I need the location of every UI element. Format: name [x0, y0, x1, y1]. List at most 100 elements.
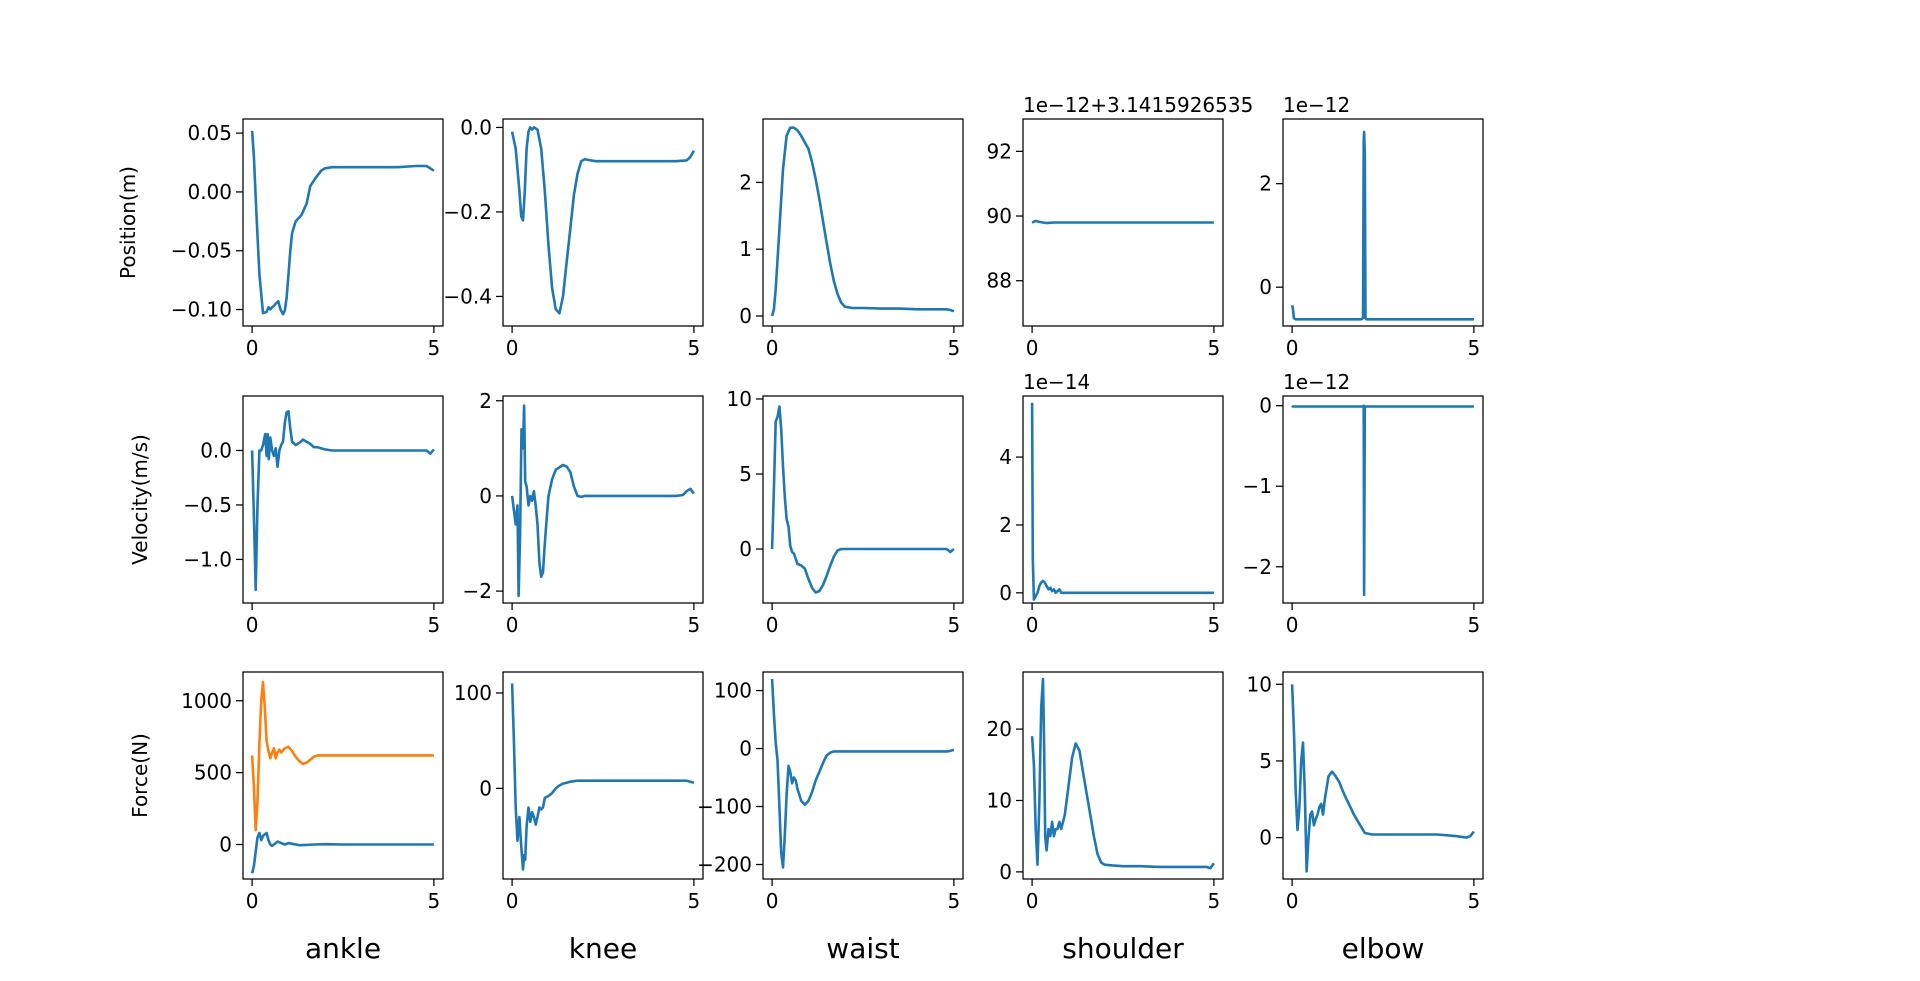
column-label-elbow: elbow	[1342, 932, 1425, 965]
panel-position-shoulder-ytick-label: 92	[987, 139, 1012, 163]
panel-force-waist-ytick-label: 0	[739, 737, 752, 761]
panel-position-waist-ytick-label: 2	[739, 170, 752, 194]
panel-force-shoulder-ytick-label: 10	[987, 788, 1012, 812]
panel-force-elbow-ytick-label: 0	[1259, 826, 1272, 850]
panel-force-shoulder-ytick-label: 20	[987, 717, 1012, 741]
panel-force-waist-xtick-label: 5	[948, 889, 961, 913]
panel-force-shoulder-frame	[1022, 671, 1224, 880]
panel-velocity-knee-ytick-label: −2	[463, 579, 492, 603]
panel-velocity-waist-ytick-label: 5	[739, 462, 752, 486]
panel-force-elbow-ytick-label: 5	[1259, 749, 1272, 773]
row-label-force: Force(N)	[128, 733, 152, 818]
panel-velocity-ankle-ytick-label: 0.0	[200, 438, 232, 462]
panel-force-knee-ytick-label: 100	[454, 681, 492, 705]
row-label-position: Position(m)	[116, 166, 140, 279]
panel-position-waist-xtick-label: 5	[948, 336, 961, 360]
panel-position-knee-series-line-1	[510, 126, 696, 315]
panel-force-knee-xtick-label: 0	[506, 889, 519, 913]
panel-velocity-elbow-series-line-1	[1291, 404, 1474, 597]
panel-velocity-shoulder-offset-text: 1e−14	[1023, 370, 1090, 394]
panel-force-knee-frame	[502, 671, 704, 880]
panel-velocity-knee-ytick-label: 0	[479, 484, 492, 508]
panel-position-ankle-ytick-label: 0.05	[187, 121, 232, 145]
panel-position-knee-xtick-label: 0	[506, 336, 519, 360]
panel-force-ankle-ytick-label: 1000	[181, 689, 232, 713]
panel-position-knee-ytick-label: −0.4	[443, 284, 492, 308]
column-labels: ankle knee waist shoulder elbow	[305, 932, 1424, 965]
panel-force-shoulder-xtick-label: 5	[1208, 889, 1221, 913]
panel-position-shoulder-ytick-label: 90	[987, 204, 1012, 228]
panel-position-ankle: 0.05 0.00 −0.05 −0.10 0 5	[171, 118, 444, 360]
panel-velocity-knee-ytick-label: 2	[479, 389, 492, 413]
panel-velocity-waist-series-line-1	[770, 405, 955, 594]
panel-position-ankle-ytick-label: −0.05	[171, 239, 232, 263]
panel-position-ankle-xtick-label: 0	[246, 336, 259, 360]
panel-velocity-ankle-xtick-label: 5	[428, 613, 441, 637]
panel-force-waist-ytick-label: −100	[697, 795, 752, 819]
panel-force-knee: 100 0 0 5	[454, 671, 704, 913]
panel-force-waist-xtick-label: 0	[766, 889, 779, 913]
panel-velocity-waist-xtick-label: 5	[948, 613, 961, 637]
panel-velocity-shoulder-frame	[1022, 395, 1224, 604]
panel-position-elbow-series-line-1	[1290, 130, 1474, 321]
panel-force-waist: 100 0 −100 −200 0 5	[697, 671, 964, 913]
panel-position-shoulder-series-line-1	[1031, 219, 1214, 225]
panel-velocity-shoulder-xtick-label: 0	[1026, 613, 1039, 637]
panel-force-ankle: 1000 500 0 0 5	[181, 671, 444, 913]
panel-velocity-knee-xtick-label: 5	[688, 613, 701, 637]
panel-position-knee-frame	[502, 118, 704, 327]
panel-force-shoulder-ytick-label: 0	[999, 860, 1012, 884]
panel-position-shoulder-offset-text: 1e−12+3.1415926535	[1023, 93, 1253, 117]
panel-velocity-knee-frame	[502, 395, 704, 604]
panel-position-ankle-series-line-1	[250, 130, 435, 316]
panel-force-ankle-ytick-label: 500	[194, 761, 232, 785]
panel-position-shoulder-xtick-label: 0	[1026, 336, 1039, 360]
panel-velocity-shoulder-ytick-label: 2	[999, 513, 1012, 537]
panel-velocity-waist-ytick-label: 10	[727, 387, 752, 411]
panel-position-ankle-ytick-label: 0.00	[187, 180, 232, 204]
panel-position-knee-xtick-label: 5	[688, 336, 701, 360]
panel-position-shoulder-ytick-label: 88	[987, 269, 1012, 293]
panel-position-elbow-ytick-label: 2	[1259, 172, 1272, 196]
panel-force-elbow-xtick-label: 0	[1286, 889, 1299, 913]
panel-position-shoulder-frame	[1022, 118, 1224, 327]
panel-velocity-ankle-series-line-1	[250, 409, 435, 592]
panel-force-ankle-series-line-2	[250, 680, 434, 832]
panel-velocity-elbow-offset-text: 1e−12	[1283, 370, 1350, 394]
panel-force-elbow-xtick-label: 5	[1468, 889, 1481, 913]
column-label-shoulder: shoulder	[1062, 932, 1184, 965]
panel-velocity-waist-xtick-label: 0	[766, 613, 779, 637]
panel-force-waist-ytick-label: 100	[714, 679, 752, 703]
panel-velocity-ankle-frame	[242, 395, 444, 604]
panel-position-elbow-offset-text: 1e−12	[1283, 93, 1350, 117]
panel-force-ankle-xtick-label: 0	[246, 889, 259, 913]
panel-force-waist-frame	[762, 671, 964, 880]
panel-velocity-shoulder-ytick-label: 0	[999, 581, 1012, 605]
panel-velocity-knee: 2 0 −2 0 5	[463, 389, 704, 637]
panel-position-waist-ytick-label: 1	[739, 237, 752, 261]
panel-force-knee-xtick-label: 5	[688, 889, 701, 913]
column-label-knee: knee	[569, 932, 637, 965]
panel-position-waist-frame	[762, 118, 964, 327]
column-label-waist: waist	[826, 932, 899, 965]
panel-force-shoulder-series-line-1	[1030, 677, 1215, 870]
panel-force-waist-series-line-1	[770, 678, 955, 869]
panel-position-ankle-frame	[242, 118, 444, 327]
panel-velocity-knee-xtick-label: 0	[506, 613, 519, 637]
panel-velocity-shoulder-xtick-label: 5	[1208, 613, 1221, 637]
panel-force-elbow: 10 5 0 0 5	[1247, 671, 1484, 913]
panel-position-elbow-frame	[1282, 118, 1484, 327]
panel-force-elbow-frame	[1282, 671, 1484, 880]
panel-velocity-ankle-xtick-label: 0	[246, 613, 259, 637]
panel-force-waist-ytick-label: −200	[697, 853, 752, 877]
panel-position-elbow: 2 0 0 5 1e−12	[1259, 93, 1484, 360]
panel-position-waist-ytick-label: 0	[739, 304, 752, 328]
panel-force-elbow-series-line-1	[1290, 684, 1475, 873]
panel-force-knee-ytick-label: 0	[479, 776, 492, 800]
panel-force-ankle-ytick-label: 0	[219, 833, 232, 857]
panel-force-shoulder-xtick-label: 0	[1026, 889, 1039, 913]
panel-velocity-shoulder-series-line-1	[1030, 402, 1214, 601]
panel-force-shoulder: 20 10 00 5	[987, 671, 1224, 913]
panel-velocity-waist-frame	[762, 395, 964, 604]
